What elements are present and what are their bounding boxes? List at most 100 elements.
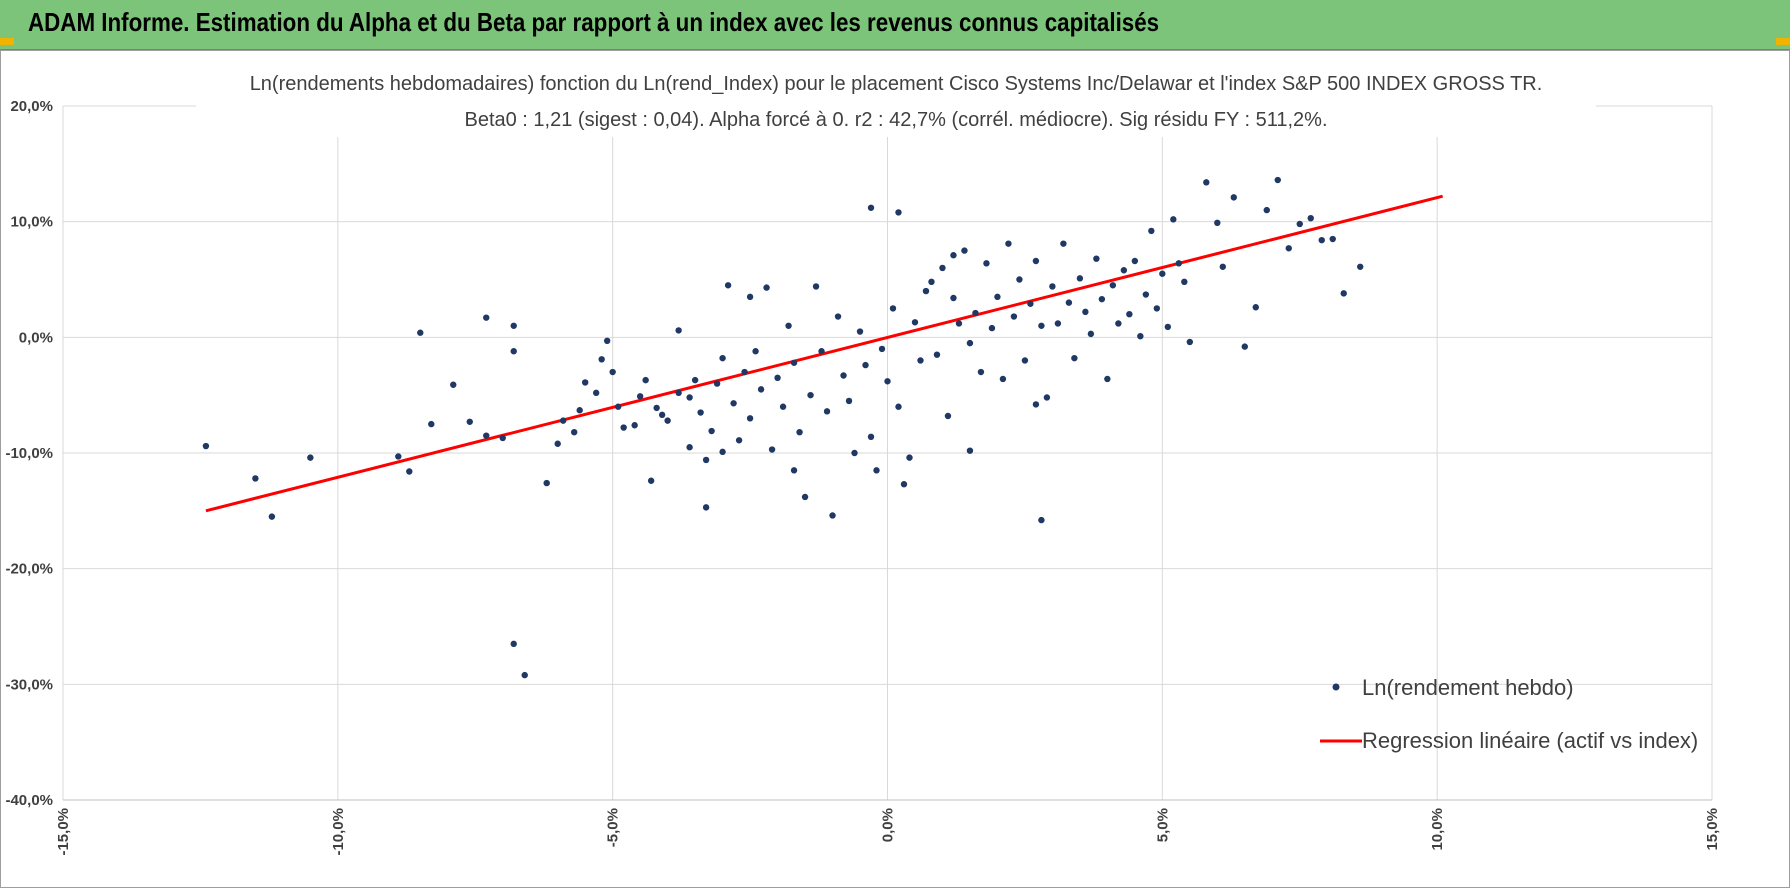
- data-point: [1181, 278, 1188, 286]
- data-point: [664, 417, 671, 424]
- data-point: [746, 415, 754, 422]
- data-point: [950, 294, 957, 302]
- data-point: [1203, 179, 1210, 186]
- data-point: [268, 513, 276, 520]
- data-point: [1109, 282, 1117, 289]
- data-point: [1060, 240, 1067, 247]
- data-point: [691, 376, 699, 384]
- data-point: [768, 446, 776, 453]
- data-point: [543, 479, 550, 487]
- data-point: [1054, 320, 1062, 327]
- data-point: [1076, 275, 1084, 282]
- data-point: [1104, 375, 1111, 383]
- data-point: [1032, 401, 1040, 408]
- x-tick-label: -10,0%: [330, 808, 347, 856]
- data-point: [1126, 311, 1133, 318]
- scatter-chart: 20,0%10,0%0,0%-10,0%-20,0%-30,0%-40,0%-1…: [5, 63, 1721, 856]
- data-point: [1010, 313, 1018, 320]
- data-point: [1170, 216, 1177, 223]
- y-tick-label: -20,0%: [5, 561, 53, 578]
- data-point: [878, 345, 886, 353]
- data-point: [1164, 323, 1172, 331]
- data-point: [1230, 194, 1237, 201]
- y-tick-label: -10,0%: [5, 445, 53, 462]
- data-point: [757, 386, 765, 393]
- data-point: [735, 437, 743, 444]
- data-point: [1049, 283, 1056, 290]
- data-point: [686, 444, 693, 451]
- data-point: [983, 260, 990, 267]
- data-point: [1142, 291, 1150, 298]
- data-point: [1153, 305, 1161, 312]
- legend-label-regression: Regression linéaire (actif vs index): [1362, 728, 1698, 753]
- data-point: [675, 327, 682, 334]
- data-point: [1131, 257, 1139, 265]
- data-point: [609, 368, 616, 376]
- data-point: [417, 329, 424, 336]
- data-point: [895, 209, 902, 216]
- data-point: [642, 376, 649, 384]
- data-point: [1329, 235, 1336, 243]
- grid-layer: 20,0%10,0%0,0%-10,0%-20,0%-30,0%-40,0%-1…: [5, 98, 1721, 856]
- data-point: [1005, 240, 1012, 247]
- data-point: [724, 282, 732, 289]
- data-point: [961, 247, 968, 254]
- data-point: [653, 404, 660, 412]
- data-point: [1027, 300, 1034, 307]
- data-point: [1340, 290, 1347, 297]
- data-point: [895, 403, 902, 410]
- data-point: [603, 337, 611, 345]
- data-point: [686, 394, 693, 401]
- data-point: [1043, 394, 1051, 401]
- data-point: [1087, 330, 1095, 338]
- data-point: [746, 293, 754, 301]
- data-point: [834, 313, 842, 320]
- corner-marker-right: [1776, 38, 1790, 45]
- data-point: [955, 320, 963, 327]
- data-point: [818, 348, 825, 355]
- data-point: [592, 389, 600, 397]
- data-point: [395, 453, 402, 460]
- y-tick-label: -30,0%: [5, 676, 53, 693]
- data-point: [1219, 263, 1226, 270]
- data-point: [576, 407, 583, 414]
- report-header: ADAM Informe. Estimation du Alpha et du …: [0, 0, 1790, 50]
- data-point: [614, 403, 622, 410]
- data-point: [510, 640, 517, 648]
- chart-title: Ln(rendements hebdomadaires) fonction du…: [250, 73, 1543, 95]
- data-point: [466, 418, 473, 425]
- data-point: [598, 356, 605, 363]
- title-background: [196, 63, 1596, 137]
- chart-subtitle: Beta0 : 1,21 (sigest : 0,04). Alpha forc…: [464, 109, 1327, 131]
- chart-area: 20,0% 10,0% 0,0% -10,0% -20,0% -30,0% -40,0% -1…: [0, 50, 1790, 888]
- data-point: [1032, 257, 1040, 265]
- data-point: [307, 454, 314, 461]
- data-point: [840, 372, 847, 379]
- data-point: [790, 467, 798, 474]
- data-point: [581, 379, 589, 386]
- data-point: [1038, 516, 1045, 524]
- data-point: [647, 477, 655, 484]
- data-point: [856, 328, 864, 335]
- data-point: [570, 428, 578, 436]
- data-point: [1093, 255, 1100, 262]
- y-tick-label: 20,0%: [10, 98, 53, 115]
- data-point: [994, 293, 1001, 301]
- data-point: [796, 428, 803, 436]
- data-point: [202, 442, 210, 450]
- data-point: [631, 422, 638, 429]
- data-point: [862, 361, 869, 369]
- data-point: [636, 393, 644, 400]
- data-point: [1098, 295, 1106, 303]
- data-point: [713, 380, 721, 387]
- data-point: [483, 432, 490, 439]
- data-point: [972, 309, 979, 317]
- data-point: [966, 339, 974, 347]
- corner-marker-left: [0, 38, 14, 45]
- regression-line: [205, 194, 1444, 513]
- data-point: [658, 411, 666, 419]
- data-point: [807, 391, 814, 399]
- data-point: [450, 381, 457, 388]
- data-point: [977, 368, 985, 376]
- data-point: [1241, 343, 1248, 350]
